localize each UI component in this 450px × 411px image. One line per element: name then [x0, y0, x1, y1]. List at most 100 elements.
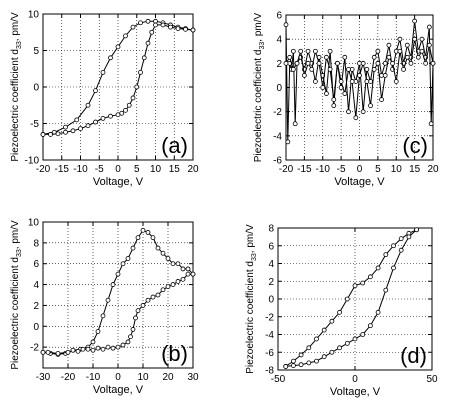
data-point [371, 66, 377, 72]
x-tick-label: 15 [409, 164, 421, 175]
y-axis-label-subscript: 33 [16, 41, 23, 49]
data-point [48, 132, 53, 137]
data-point [140, 303, 146, 308]
data-point [100, 346, 106, 352]
x-tick-label: 0 [352, 374, 358, 385]
data-point [130, 24, 136, 30]
data-point [85, 346, 91, 352]
data-point [170, 282, 176, 287]
data-point [342, 91, 348, 96]
data-point [352, 283, 358, 289]
y-tick-label: 0 [268, 295, 274, 306]
y-tick-label: 4 [276, 35, 282, 46]
data-point [150, 294, 156, 300]
data-point [190, 271, 196, 277]
data-point [115, 344, 121, 350]
data-point [367, 323, 373, 329]
data-point [412, 36, 418, 42]
x-tick-label: -15 [297, 164, 312, 175]
data-point [130, 245, 136, 251]
y-tick-label: 0 [33, 322, 39, 333]
y-tick-label: 10 [28, 10, 40, 21]
data-point [305, 48, 311, 54]
data-point [63, 124, 68, 130]
x-tick-label: 20 [162, 372, 174, 383]
data-point [55, 131, 61, 137]
data-point [40, 349, 46, 355]
y-tick-label: 8 [268, 224, 274, 235]
x-tick-label: 5 [134, 164, 140, 175]
data-point [85, 123, 91, 129]
data-point [383, 252, 389, 258]
data-point [398, 247, 404, 253]
data-point [298, 352, 304, 358]
data-point [383, 287, 389, 293]
x-tick-label: -20 [36, 164, 51, 175]
data-point [290, 358, 296, 364]
data-point [404, 54, 410, 60]
x-tick-label: 30 [187, 372, 199, 383]
data-point [170, 261, 176, 267]
y-tick-label: 0 [33, 83, 39, 94]
data-point [312, 48, 318, 54]
data-point [382, 73, 388, 78]
x-tick-label: 20 [187, 164, 199, 175]
y-tick-label: 4 [268, 259, 274, 270]
data-point [150, 235, 156, 241]
x-axis-label: Voltage, V [330, 386, 381, 398]
data-point [316, 60, 322, 66]
data-point [364, 66, 370, 72]
data-point [70, 347, 76, 353]
data-point [375, 60, 381, 66]
x-tick-label: 0 [357, 164, 363, 175]
data-point [349, 79, 355, 84]
data-point [375, 48, 381, 54]
data-point [391, 265, 396, 271]
data-point [290, 48, 296, 54]
data-point [298, 362, 304, 368]
x-axis-label: Voltage, V [93, 384, 144, 396]
x-tick-label: -50 [271, 374, 286, 385]
data-point [93, 119, 98, 125]
data-point [130, 95, 136, 101]
data-point [357, 73, 362, 78]
y-tick-label: 4 [33, 280, 39, 291]
data-point [426, 42, 432, 48]
data-point [108, 113, 113, 119]
data-point [128, 334, 133, 340]
x-tick-label: -5 [95, 164, 104, 175]
data-point [312, 79, 318, 84]
y-axis-label: Piezoelectric coefficient d33, pm/V [10, 220, 23, 370]
y-axis-label-unit: , pm/V [245, 224, 256, 253]
x-tick-label: -20 [61, 372, 76, 383]
data-point [353, 115, 359, 121]
data-point [335, 60, 340, 66]
data-point [135, 308, 141, 314]
data-point [78, 126, 83, 132]
data-point [337, 345, 343, 351]
data-point [404, 42, 410, 48]
x-tick-label: -5 [337, 164, 346, 175]
data-point [145, 40, 151, 46]
data-point [364, 79, 370, 84]
data-point [423, 60, 429, 66]
data-point [190, 27, 196, 33]
data-point [145, 18, 151, 24]
data-point [419, 48, 425, 54]
data-point [180, 276, 186, 282]
data-point [185, 266, 191, 272]
data-point [105, 344, 111, 350]
data-point [428, 121, 434, 127]
chart-panel-4: -50 0 50 -8 -6 -4 -2 0 2 4 6 8 Voltage, V Piezoelectr… [245, 224, 438, 399]
data-point [290, 66, 296, 72]
data-point [185, 271, 191, 277]
y-tick-label: 6 [276, 11, 282, 22]
data-point [63, 129, 68, 135]
data-point [331, 97, 337, 102]
x-tick-label: -10 [86, 372, 101, 383]
data-point [123, 33, 128, 39]
data-point [95, 329, 101, 334]
x-tick-label: 10 [150, 164, 162, 175]
data-point [123, 107, 128, 113]
